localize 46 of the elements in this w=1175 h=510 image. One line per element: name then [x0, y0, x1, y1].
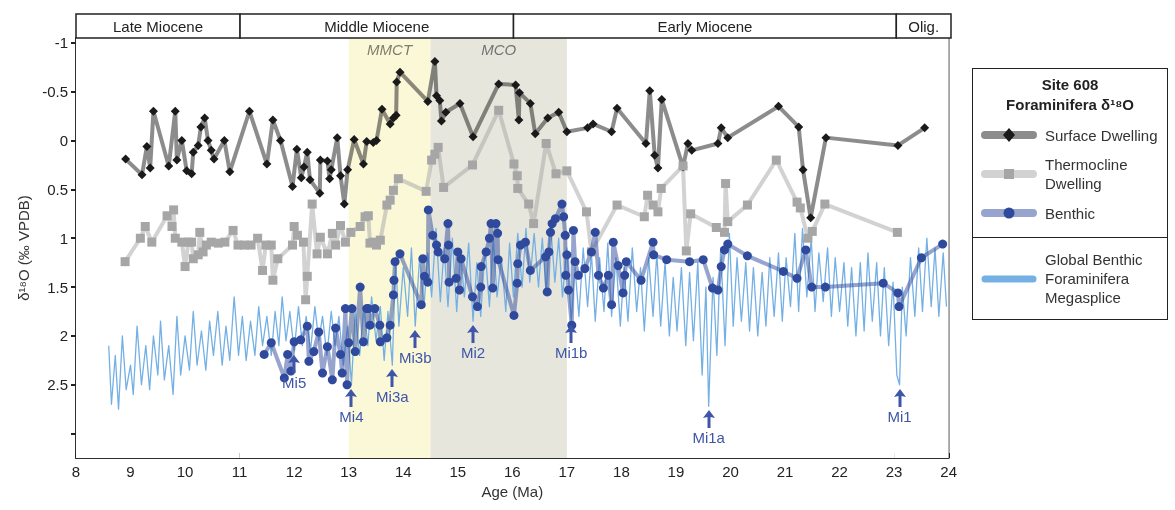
x-tick-label: 10: [176, 463, 194, 480]
x-tick-label: 18: [613, 463, 630, 480]
annotation: Mi1a: [691, 429, 726, 447]
x-tick-label: 13: [340, 463, 358, 480]
x-tick-label: 23: [885, 463, 903, 480]
y-tick-label: 2: [59, 327, 68, 345]
x-tick-label: 16: [503, 463, 521, 480]
band-label: Late Miocene: [113, 17, 204, 35]
band-label: MCO: [481, 41, 517, 58]
legend-label: Global Benthic Foraminifera Megasplice: [1045, 250, 1144, 307]
annotation: Mi2: [459, 344, 487, 362]
y-tick-label: -1: [54, 34, 68, 52]
annotation: Mi4: [338, 407, 365, 425]
y-tick-label: 2.5: [47, 376, 68, 394]
legend-title: Site 608 Foraminifera δ¹⁸O: [1005, 75, 1135, 115]
x-tick-label: 24: [940, 463, 957, 480]
annotation: Mi1b: [553, 344, 589, 362]
x-tick-label: 12: [285, 463, 303, 480]
y-tick-label: 1: [59, 229, 68, 247]
annotation: Mi5: [281, 373, 308, 391]
y-tick-label: -0.5: [42, 83, 68, 101]
band-label: Olig.: [908, 17, 940, 35]
x-axis-title: Age (Ma): [481, 482, 544, 500]
x-tick-label: 17: [558, 463, 576, 480]
x-tick-label: 14: [394, 463, 412, 480]
legend-label: Benthic: [1045, 203, 1097, 223]
legend-label: Surface Dwelling: [1045, 125, 1159, 145]
x-tick-label: 11: [231, 463, 248, 480]
y-tick-label: 0.5: [47, 180, 68, 198]
x-tick-label: 8: [71, 463, 81, 480]
band-label: MMCT: [367, 41, 414, 58]
y-axis-title: δ¹⁸O (‰ VPDB): [15, 195, 33, 301]
x-tick-label: 20: [722, 463, 739, 480]
x-tick-label: 22: [831, 463, 848, 480]
x-tick-label: 9: [126, 463, 135, 480]
annotation: Mi3b: [397, 349, 433, 367]
x-tick-label: 21: [776, 463, 794, 480]
y-tick-label: 1.5: [47, 278, 68, 296]
annotation: Mi1: [886, 407, 913, 425]
y-tick-label: 0: [59, 132, 68, 150]
band-label: Early Miocene: [657, 17, 753, 35]
legend-label: Thermocline Dwelling: [1045, 155, 1129, 193]
x-tick-label: 15: [449, 463, 467, 480]
band-label: Middle Miocene: [324, 17, 430, 35]
x-tick-label: 19: [667, 463, 685, 480]
annotation: Mi3a: [375, 388, 410, 406]
